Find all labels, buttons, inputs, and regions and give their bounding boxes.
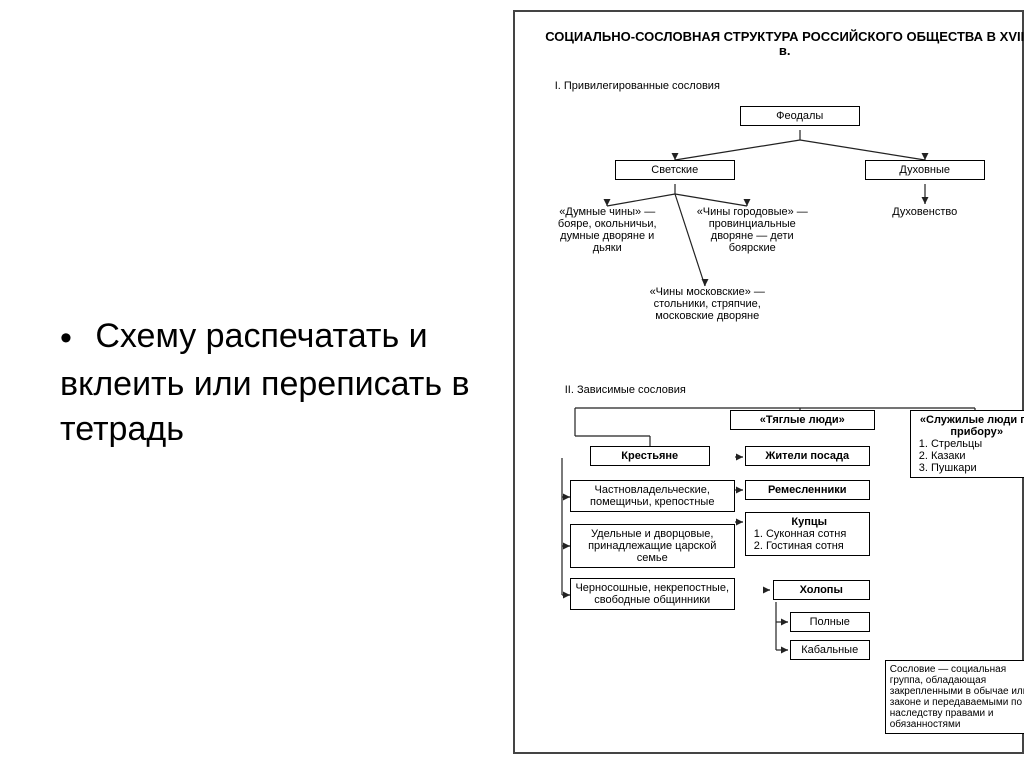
polnye-box: Полные xyxy=(790,612,870,632)
feodaly-box: Феодалы xyxy=(740,106,860,126)
krest2-box: Удельные и дворцовые, принадлежащие царс… xyxy=(570,524,735,568)
remeslenniki-box: Ремесленники xyxy=(745,480,870,500)
gorodovye-label: «Чины городовые» — провинциальные дворян… xyxy=(690,206,815,254)
page-root: • Схему распечатать и вклеить или перепи… xyxy=(0,0,1024,767)
section1-heading: I. Привилегированные сословия xyxy=(555,80,815,92)
bullet-item: • Схему распечатать и вклеить или перепи… xyxy=(60,314,483,454)
krest1-box: Частновладельческие, помещичьи, крепостн… xyxy=(570,480,735,512)
holopy-box: Холопы xyxy=(773,580,870,600)
left-column: • Схему распечатать и вклеить или перепи… xyxy=(0,0,513,767)
diagram-panel: СОЦИАЛЬНО-СОСЛОВНАЯ СТРУКТУРА РОССИЙСКОГ… xyxy=(513,10,1024,754)
sluzhilye-list1: 1. Стрельцы xyxy=(919,438,1024,450)
sluzhilye-box: «Служилые люди по прибору» 1. Стрельцы 2… xyxy=(910,410,1024,478)
section2-heading: II. Зависимые сословия xyxy=(565,384,785,396)
kuptsy-title: Купцы xyxy=(754,516,865,528)
kabalnye-box: Кабальные xyxy=(790,640,870,660)
duhovnye-box: Духовные xyxy=(865,160,985,180)
kuptsy-list2: 2. Гостиная сотня xyxy=(754,540,865,552)
kuptsy-list1: 1. Суконная сотня xyxy=(754,528,865,540)
kuptsy-box: Купцы 1. Суконная сотня 2. Гостиная сотн… xyxy=(745,512,870,556)
sluzhilye-list2: 2. Казаки xyxy=(919,450,1024,462)
sluzhilye-title: «Служилые люди по прибору» xyxy=(919,414,1024,438)
zhiteli-box: Жители посада xyxy=(745,446,870,466)
duhovenstvo-label: Духовенство xyxy=(865,206,985,218)
sluzhilye-list3: 3. Пушкари xyxy=(919,462,1024,474)
bullet-dot: • xyxy=(60,316,72,362)
diagram-title: СОЦИАЛЬНО-СОСЛОВНАЯ СТРУКТУРА РОССИЙСКОГ… xyxy=(545,30,1024,59)
moskovskie-label: «Чины московские» — стольники, стряпчие,… xyxy=(645,286,770,322)
krest3-box: Черносошные, некрепостные, свободные общ… xyxy=(570,578,735,610)
krestyane-box: Крестьяне xyxy=(590,446,710,466)
soslovie-def-box: Сословие — социальная группа, обладающая… xyxy=(885,660,1024,734)
bullet-text: Схему распечатать и вклеить или переписа… xyxy=(60,317,470,449)
tyaglye-box: «Тяглые люди» xyxy=(730,410,875,430)
svetskie-box: Светские xyxy=(615,160,735,180)
duma-chiny-label: «Думные чины» — бояре, окольничьи, думны… xyxy=(545,206,670,254)
